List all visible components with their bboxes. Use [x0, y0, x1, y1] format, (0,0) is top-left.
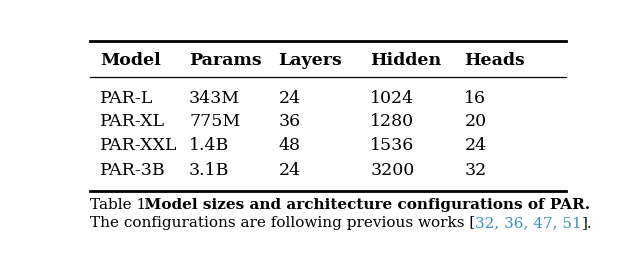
- Text: 1280: 1280: [370, 113, 414, 130]
- Text: Table 1.: Table 1.: [90, 198, 151, 212]
- Text: ].: ].: [582, 216, 593, 230]
- Text: 3200: 3200: [370, 162, 415, 179]
- Text: 775M: 775M: [189, 113, 241, 130]
- Text: PAR-XXL: PAR-XXL: [100, 138, 177, 154]
- Text: Model sizes and architecture configurations of PAR.: Model sizes and architecture configurati…: [134, 198, 589, 212]
- Text: 343M: 343M: [189, 90, 240, 107]
- Text: 48: 48: [278, 138, 300, 154]
- Text: 1.4B: 1.4B: [189, 138, 229, 154]
- Text: PAR-XL: PAR-XL: [100, 113, 165, 130]
- Text: Hidden: Hidden: [370, 52, 442, 69]
- Text: 32: 32: [465, 162, 486, 179]
- Text: Layers: Layers: [278, 52, 342, 69]
- Text: PAR-L: PAR-L: [100, 90, 153, 107]
- Text: Heads: Heads: [465, 52, 525, 69]
- Text: 16: 16: [465, 90, 486, 107]
- Text: 1536: 1536: [370, 138, 415, 154]
- Text: 24: 24: [278, 90, 301, 107]
- Text: Params: Params: [189, 52, 262, 69]
- Text: 36: 36: [278, 113, 301, 130]
- Text: 24: 24: [278, 162, 301, 179]
- Text: 20: 20: [465, 113, 486, 130]
- Text: PAR-3B: PAR-3B: [100, 162, 166, 179]
- Text: 3.1B: 3.1B: [189, 162, 230, 179]
- Text: The configurations are following previous works [: The configurations are following previou…: [90, 216, 475, 230]
- Text: 1024: 1024: [370, 90, 414, 107]
- Text: 32, 36, 47, 51: 32, 36, 47, 51: [475, 216, 582, 230]
- Text: 24: 24: [465, 138, 486, 154]
- Text: Model: Model: [100, 52, 161, 69]
